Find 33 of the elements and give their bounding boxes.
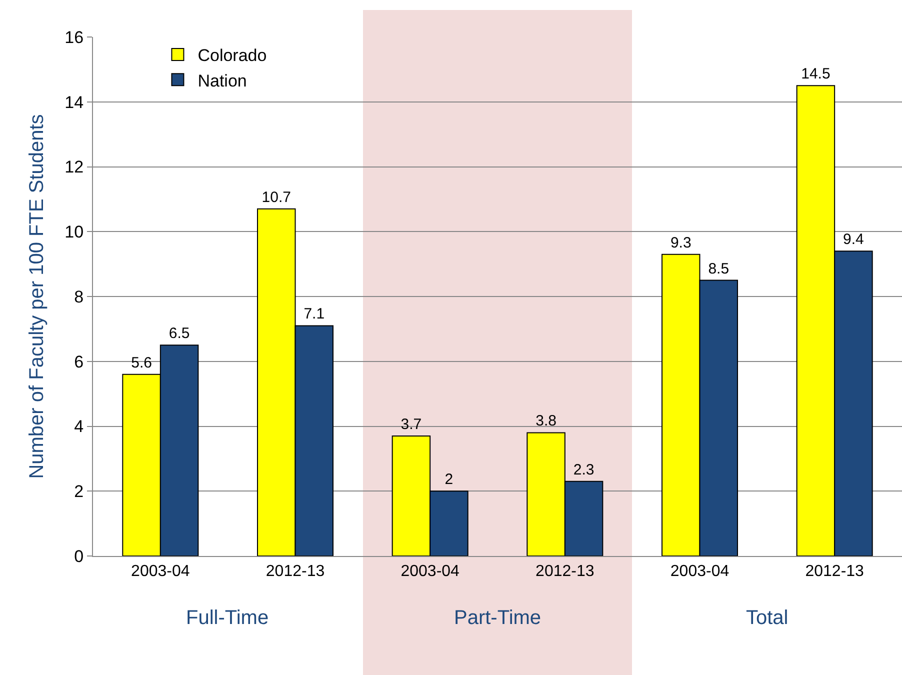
data-label: 7.1 [304,306,325,323]
y-tick-label: 0 [74,546,84,566]
y-tick-label: 16 [64,28,84,47]
text: Total [746,607,788,629]
y-tick-label: 10 [64,222,84,242]
x-tick-label: 2012-13 [536,563,594,580]
data-label: 8.5 [708,260,730,278]
data-label: 3.7 [400,416,422,433]
x-tick-label: 2012-13 [805,563,864,580]
data-label: 5.6 [131,354,152,372]
data-label: 14.5 [801,66,830,83]
legend-label: Nation [198,71,247,90]
y-tick-label: 8 [74,287,84,306]
y-tick-label: 6 [74,352,84,372]
y-tick-label: 4 [74,417,84,436]
data-label: 2.3 [573,461,594,478]
data-label: 6.5 [168,325,190,342]
y-tick-label: 2 [74,482,84,502]
text: Part-Time [454,607,542,629]
data-label: 2 [444,471,454,488]
data-label: 3.8 [536,412,556,430]
data-label: 9.4 [843,231,864,248]
text: Full-Time [186,607,269,629]
y-tick-label: 12 [64,158,84,177]
legend-label: Colorado [198,46,267,66]
y-axis-title: Number of Faculty per 100 FTE Students [26,114,48,479]
x-tick-label: 2012-13 [266,563,325,580]
x-tick-label: 2003-04 [400,563,460,580]
data-label: 10.7 [262,188,291,206]
data-label: 9.3 [670,234,692,252]
x-tick-label: 2003-04 [670,563,730,580]
y-tick-label: 14 [64,92,84,112]
x-tick-label: 2003-04 [131,563,190,580]
